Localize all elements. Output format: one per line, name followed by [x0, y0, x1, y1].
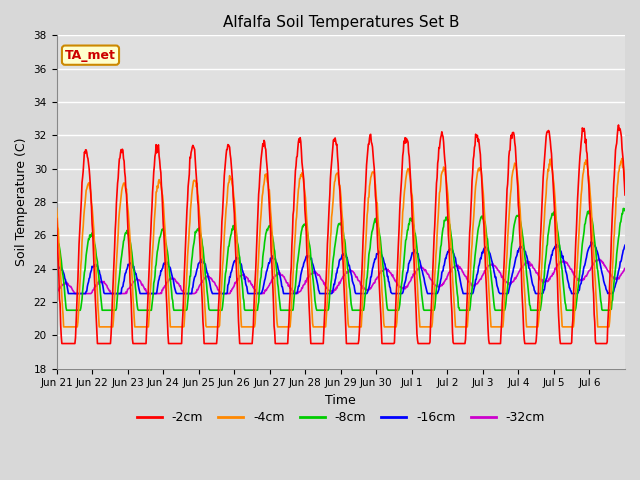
X-axis label: Time: Time	[325, 394, 356, 407]
Title: Alfalfa Soil Temperatures Set B: Alfalfa Soil Temperatures Set B	[223, 15, 459, 30]
Legend: -2cm, -4cm, -8cm, -16cm, -32cm: -2cm, -4cm, -8cm, -16cm, -32cm	[132, 406, 550, 429]
Y-axis label: Soil Temperature (C): Soil Temperature (C)	[15, 138, 28, 266]
Text: TA_met: TA_met	[65, 48, 116, 61]
